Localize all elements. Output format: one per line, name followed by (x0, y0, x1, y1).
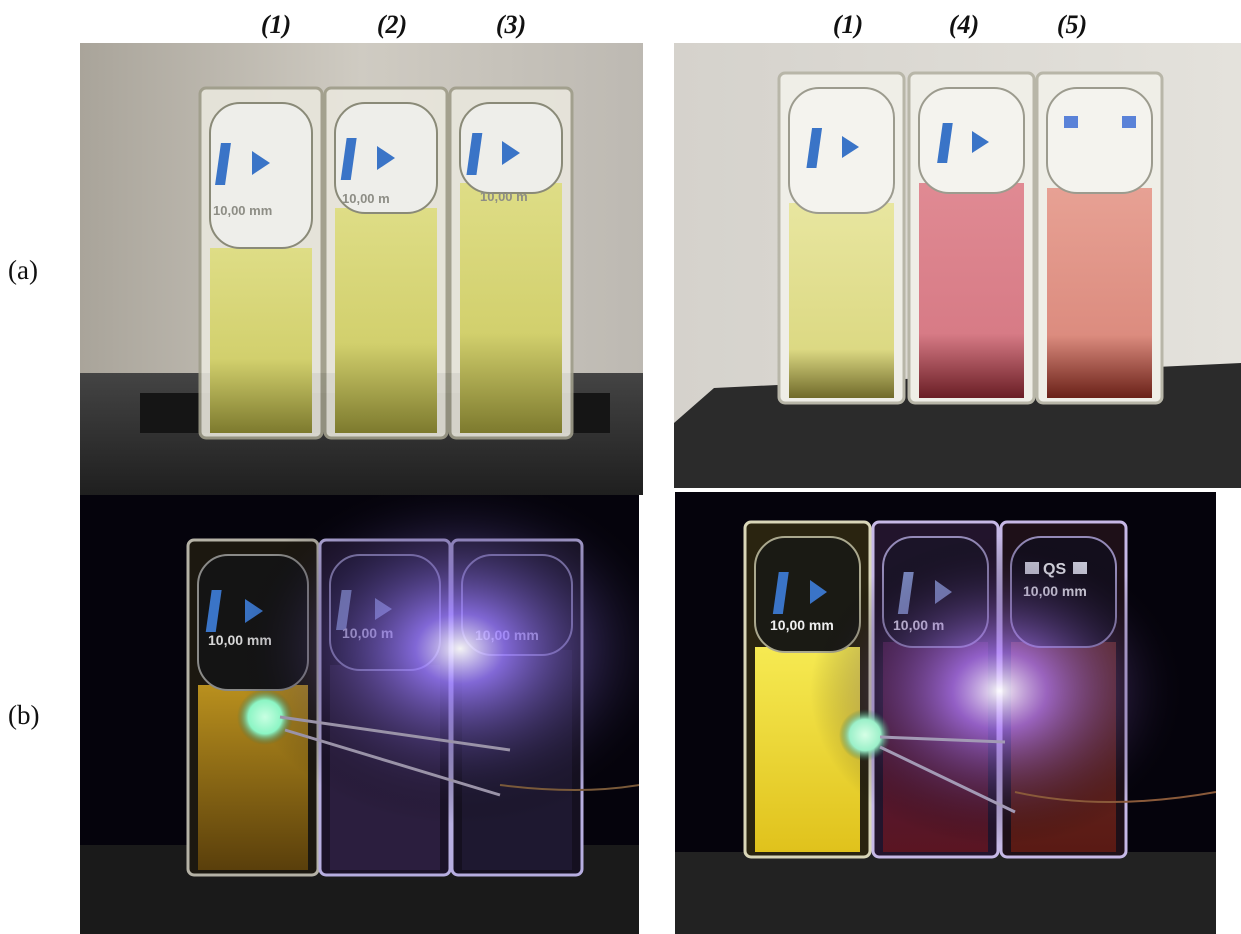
col-label-1-right: (1) (832, 10, 864, 39)
green-led (237, 689, 293, 745)
row-label-a: (a) (8, 255, 38, 285)
green-led-right (839, 709, 891, 761)
row-label-b: (b) (8, 700, 40, 730)
cuvette-2-etching: 10,00 m (342, 191, 390, 206)
col-label-5-right: (5) (1056, 10, 1088, 39)
cuvette-5 (1035, 71, 1164, 405)
cuvette-1-etching: 10,00 mm (213, 203, 272, 218)
cuvette-3-etching: 10,00 m (480, 189, 528, 204)
cuvette-1-right (777, 71, 906, 405)
photo-b-left: 10,00 mm 10,00 m 10,00 mm (80, 495, 639, 934)
col-label-2-left: (2) (376, 10, 408, 39)
photo-a-left: 10,00 mm 10,00 m 10,00 m (80, 43, 643, 495)
photo-a-right (674, 43, 1241, 488)
col-label-4-right: (4) (948, 10, 980, 39)
col-label-1-left: (1) (260, 10, 292, 39)
cuvette-4 (907, 71, 1036, 405)
photo-b-right: 10,00 mm 10,00 m QS 10,00 mm (675, 492, 1216, 934)
col-label-3-left: (3) (495, 10, 527, 39)
cuvette-3: 10,00 m (448, 86, 574, 440)
cuvette-1: 10,00 mm (198, 86, 324, 440)
cuvette-2: 10,00 m (323, 86, 449, 440)
